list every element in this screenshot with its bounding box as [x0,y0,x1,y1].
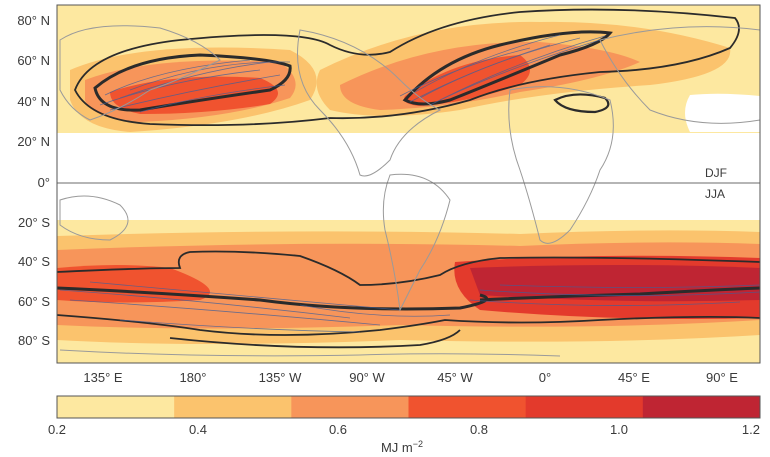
north-outer-contour [74,8,740,127]
lat-label-60s: 60° S [18,294,50,309]
south-shading [57,220,760,363]
north-white-gap [685,93,760,132]
south-east-track-contour [479,286,760,302]
lat-label-20n: 20° N [17,134,50,149]
colorbar-swatch-2 [291,396,409,418]
lon-label-45e: 45° E [618,370,650,385]
lon-label-45w: 45° W [437,370,473,385]
north-mediterranean-contour [553,93,610,114]
map-panel: DJF JJA [56,4,761,364]
colorbar-ticks: 0.2 0.4 0.6 0.8 1.0 1.2 [48,422,760,437]
season-label-south: JJA [705,187,725,201]
lat-label-80s: 80° S [18,333,50,348]
lat-label-80n: 80° N [17,13,50,28]
north-cyclone-tracks [99,34,606,113]
lon-label-0: 0° [539,370,551,385]
north-shading [57,5,760,133]
colorbar-unit-base: MJ m [381,440,413,455]
colorbar-swatch-3 [408,396,527,418]
colorbar-unit-exponent: −2 [413,439,423,449]
colorbar-tick-1: 0.4 [189,422,207,437]
south-outer-contour-south [57,314,760,336]
lon-label-135w: 135° W [259,370,303,385]
lon-label-90e: 90° E [706,370,738,385]
colorbar-swatch-1 [174,396,292,418]
colorbar-tick-0: 0.2 [48,422,66,437]
colorbar-tick-2: 0.6 [329,422,347,437]
lon-label-135e: 135° E [83,370,123,385]
lat-label-60n: 60° N [17,53,50,68]
north-america-outline [297,29,442,177]
latitude-axis: 80° N 60° N 40° N 20° N 0° 20° S 40° S 6… [17,13,50,348]
continent-outlines [59,25,761,357]
lat-label-40s: 40° S [18,254,50,269]
eurasia-outline [599,26,761,124]
south-cyclone-tracks [59,281,760,333]
antarctica-outline [59,349,561,357]
colorbar-tick-5: 1.2 [742,422,760,437]
colorbar: 0.2 0.4 0.6 0.8 1.0 1.2 MJ m−2 [48,395,761,455]
lat-label-20s: 20° S [18,215,50,230]
lat-label-40n: 40° N [17,94,50,109]
colorbar-frame [56,395,761,419]
north-pacific-track-contour [93,53,292,112]
lon-label-180: 180° [180,370,207,385]
south-america-outline [382,173,451,312]
africa-europe-outline [508,86,614,244]
australia-outline [59,195,129,241]
colorbar-swatch-5 [642,396,761,418]
map-frame [56,4,761,364]
colorbar-unit: MJ m−2 [381,439,423,455]
south-west-track-contour [57,286,489,311]
colorbar-swatch-0 [57,396,175,418]
lat-label-0: 0° [38,175,50,190]
season-label-north: DJF [705,166,727,180]
south-outer-contour-north [57,250,760,286]
south-antarctic-contour [169,329,461,349]
colorbar-swatch-4 [525,396,644,418]
longitude-axis: 135° E 180° 135° W 90° W 45° W 0° 45° E … [83,370,738,385]
colorbar-swatches [57,396,761,418]
north-pacific-l4 [110,76,278,114]
colorbar-tick-3: 0.8 [470,422,488,437]
lon-label-90w: 90° W [349,370,385,385]
colorbar-tick-4: 1.0 [610,422,628,437]
asia-pacific-outline [59,25,221,121]
north-atlantic-l4 [404,55,530,106]
